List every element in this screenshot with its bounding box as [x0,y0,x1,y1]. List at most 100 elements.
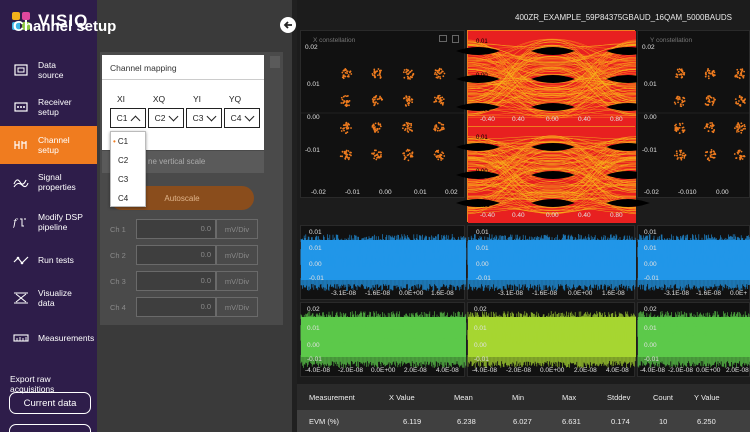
x-tick: 0.80 [610,212,623,219]
channel-label: Ch 1 [110,225,126,234]
ch1-scale-input[interactable]: 0.0 [136,219,216,239]
time-plot-yi-2[interactable]: 0.02 0.01 0.00 -0.01 -4.0E-08 -2.0E-08 0… [637,302,750,377]
nav-item-signal-properties[interactable]: Signal properties [0,163,97,201]
export-icon[interactable] [452,35,459,43]
signal-icon [12,175,30,189]
nav-item-measurements[interactable]: Measurements [0,319,97,357]
x-tick: -2.0E-08 [668,367,693,374]
eye-opening [456,143,500,151]
y-tick: -0.01 [476,107,490,113]
xi-label: XI [116,94,126,104]
yq-select[interactable]: C4 [224,108,260,128]
y-tick: 0.00 [474,342,487,349]
scrollbar[interactable] [270,56,280,68]
nav-label: Visualize data [38,288,72,308]
column-header[interactable]: Max [562,393,577,402]
x-tick: -3.1E-08 [331,290,356,297]
constellation-point [402,95,414,107]
x-tick: 0.40 [578,116,591,123]
nav-item-visualize-data[interactable]: Visualize data [0,279,97,317]
yq-label: YQ [228,94,242,104]
x-tick: -0.02 [644,189,659,196]
ch2-unit: mV/Div [216,245,258,265]
x-tick: -1.6E-08 [532,290,557,297]
dropdown-option-c2[interactable]: C2 [111,151,145,170]
xq-select[interactable]: C2 [148,108,184,128]
back-button[interactable] [280,17,296,33]
nav-item-channel-setup[interactable]: Channel setup [0,126,97,164]
ch2-scale-input[interactable]: 0.0 [136,245,216,265]
chevron-down-icon [206,111,217,121]
x-tick: -1.6E-08 [365,290,390,297]
y-tick: -0.01 [474,356,489,363]
chevron-up-icon [130,115,141,125]
y-tick: 0.00 [644,261,657,268]
constellation-point [673,95,686,108]
constellation-point [341,67,353,80]
next-export-button[interactable] [9,424,91,432]
camera-icon[interactable] [439,35,447,42]
constellation-point [433,67,446,80]
eye-diagram-xq[interactable]: 0.01 0.00 -0.01 -0.40 0.40 0.00 0.40 0.8… [456,126,650,223]
constellation-point [674,122,686,135]
column-header[interactable]: Mean [454,393,473,402]
nav-item-run-tests[interactable]: Run tests [0,241,97,279]
nav-item-receiver-setup[interactable]: Receiver setup [0,88,97,126]
time-plot-yi[interactable]: 0.01 0.01 0.00 -0.01 -3.1E-08 -1.6E-08 0… [637,225,750,300]
x-constellation-plot[interactable]: X constellation 0.02 0.01 0.00 -0.01 -0.… [300,30,466,198]
constellation-point [703,121,716,134]
constellation-point [675,68,686,79]
waveform-canvas [467,234,636,291]
column-header[interactable]: X Value [389,393,415,402]
eye-diagram-xi[interactable]: 0.01 0.00 -0.01 -0.40 0.40 0.00 0.40 0.8… [456,30,650,127]
dropdown-option-c1[interactable]: • C1 [111,132,145,151]
yi-select[interactable]: C3 [186,108,222,128]
ch3-scale-input[interactable]: 0.0 [136,271,216,291]
y-tick: -0.01 [309,275,324,282]
xi-select[interactable]: C1 [110,108,146,128]
current-data-button[interactable]: Current data [9,392,91,414]
constellation-point [733,149,746,161]
time-plot-xi[interactable]: 0.01 0.01 0.00 -0.01 -3.1E-08 -1.6E-08 0… [300,225,467,300]
dropdown-option-c3[interactable]: C3 [111,170,145,189]
constellation-point [371,68,382,79]
table-cell: 6.238 [457,417,476,426]
yi-select-value: C3 [192,113,204,123]
table-header: Measurement X Value Mean Min Max Stddev … [297,384,750,410]
y-constellation-plot[interactable]: Y constellation 0.02 0.01 0.00 -0.01 -0.… [637,30,750,198]
y-tick: 0.01 [307,81,320,88]
constellation-point [734,68,745,80]
x-tick: -0.40 [480,116,495,123]
x-tick: 0.40 [512,116,525,123]
time-plot-xq-2[interactable]: 0.02 0.01 0.00 -0.01 -4.0E-08 -2.0E-08 0… [467,302,636,377]
column-header[interactable]: Count [653,393,674,402]
y-constellation-label: Y constellation [650,37,693,44]
column-header[interactable]: Stddev [607,393,631,402]
y-tick: 0.01 [644,245,657,252]
dropdown-option-c4[interactable]: C4 [111,189,145,208]
nav-item-modify-dsp[interactable]: f Modify DSP pipeline [0,203,97,241]
eye-opening [456,171,500,179]
yq-select-value: C4 [230,113,242,123]
y-tick: 0.02 [642,44,655,51]
waveform-canvas [300,311,467,368]
constellation-point [734,122,746,134]
nav-label: Signal properties [38,172,76,192]
column-header[interactable]: Y Value [694,393,720,402]
column-header[interactable]: Measurement [309,393,355,402]
x-tick: 0.0E+00 [568,290,593,297]
x-tick: -3.1E-08 [664,290,689,297]
time-plot-xq[interactable]: 0.01 0.01 0.00 -0.01 -3.1E-08 -1.6E-08 0… [467,225,636,300]
column-header[interactable]: Min [512,393,525,402]
nav-item-data-source[interactable]: Data source [0,51,97,89]
time-plot-xi-2[interactable]: 0.02 0.01 0.00 -0.01 -4.0E-08 -2.0E-08 0… [300,302,467,377]
x-tick: -1.6E-08 [696,290,721,297]
x-tick: 0.01 [414,189,427,196]
constellation-point [704,148,717,162]
nav-label: Channel setup [38,135,70,155]
x-constellation-canvas [301,67,466,162]
table-row[interactable]: EVM (%) 6.119 6.238 6.027 6.631 0.174 10… [297,410,750,432]
ch4-scale-input[interactable]: 0.0 [136,297,216,317]
eye-opening [456,103,500,111]
constellation-point [339,149,352,161]
